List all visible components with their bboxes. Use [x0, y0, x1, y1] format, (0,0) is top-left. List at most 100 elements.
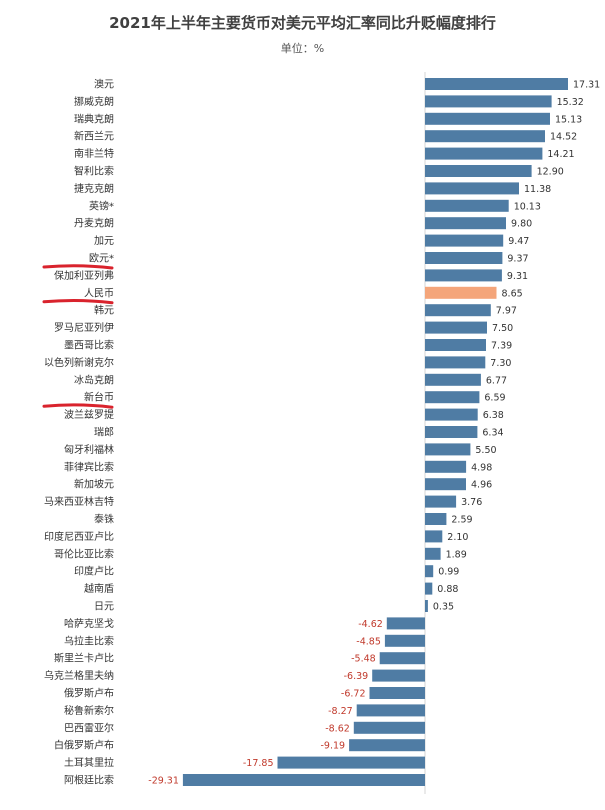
category-label: 澳元	[94, 78, 114, 91]
category-label: 瑞郎	[94, 426, 114, 439]
value-label: 1.89	[446, 549, 467, 560]
category-label: 乌克兰格里夫纳	[44, 669, 114, 682]
chart-title: 2021年上半年主要货币对美元平均汇率同比升贬幅度排行	[109, 14, 496, 32]
bar-31	[386, 617, 425, 630]
category-label: 秘鲁新索尔	[64, 704, 114, 717]
bar-34	[372, 669, 425, 682]
bar-8	[425, 217, 506, 230]
annotation-underline	[42, 264, 114, 270]
bar-32	[384, 634, 425, 647]
category-label: 哈萨克坚戈	[64, 617, 114, 630]
value-label: 4.96	[471, 480, 492, 491]
value-label: -8.27	[328, 706, 353, 717]
value-label: 15.13	[555, 114, 582, 125]
category-label: 丹麦克朗	[74, 218, 114, 230]
bar-12	[425, 286, 497, 299]
value-label: -6.39	[344, 671, 369, 682]
category-label: 阿根廷比索	[64, 774, 114, 787]
value-label: 2.10	[447, 532, 468, 543]
category-label: 韩元	[94, 304, 114, 317]
value-label: 3.76	[461, 497, 482, 508]
category-label: 菲律宾比索	[64, 460, 114, 473]
bar-22	[425, 460, 467, 473]
bar-27	[425, 547, 441, 560]
value-label: 0.88	[437, 584, 458, 595]
bar-10	[425, 252, 503, 264]
value-label: 6.59	[484, 393, 505, 404]
bar-25	[425, 513, 447, 525]
category-label: 冰岛克朗	[74, 373, 114, 386]
value-label: -9.19	[321, 741, 346, 752]
category-label: 波兰兹罗提	[64, 408, 114, 421]
bar-19	[425, 408, 478, 421]
value-label: 0.99	[438, 567, 459, 578]
bar-20	[425, 426, 478, 438]
bar-4	[425, 147, 543, 160]
value-label: 9.80	[511, 219, 532, 230]
value-label: -6.72	[341, 689, 366, 700]
bar-24	[425, 495, 457, 508]
category-label: 捷克克朗	[74, 182, 114, 195]
annotation-underline	[42, 403, 114, 409]
bar-26	[425, 530, 443, 543]
category-label: 智利比索	[74, 165, 114, 178]
category-label: 匈牙利福林	[64, 443, 114, 456]
bar-38	[349, 739, 425, 752]
value-label: 5.50	[475, 445, 496, 456]
value-label: -8.62	[325, 723, 350, 734]
chart-subtitle: 单位：%	[280, 42, 325, 55]
bar-30	[425, 600, 428, 612]
bar-33	[379, 652, 425, 665]
value-label: 6.77	[486, 375, 507, 386]
bar-1	[425, 95, 552, 108]
category-label: 巴西雷亚尔	[64, 721, 114, 734]
value-label: 11.38	[524, 184, 551, 195]
value-label: 7.39	[491, 341, 512, 352]
value-label: -4.85	[356, 636, 381, 647]
value-label: -29.31	[148, 776, 179, 787]
annotation-underline	[42, 299, 114, 305]
category-label: 英镑*	[89, 199, 114, 212]
bar-17	[425, 373, 481, 386]
bar-16	[425, 356, 486, 369]
value-label: -4.62	[358, 619, 383, 630]
bar-29	[425, 582, 433, 595]
category-label: 白俄罗斯卢布	[54, 739, 114, 752]
bar-15	[425, 339, 486, 351]
category-label: 印度卢比	[74, 565, 114, 578]
value-label: 12.90	[537, 167, 564, 178]
category-label: 斯里兰卡卢比	[54, 652, 114, 665]
bar-35	[369, 687, 425, 699]
bar-40	[182, 774, 425, 786]
value-label: 8.65	[502, 288, 523, 299]
value-label: 7.50	[492, 323, 513, 334]
category-label: 新加坡元	[74, 478, 114, 491]
value-label: 7.30	[490, 358, 511, 369]
value-label: 9.47	[508, 236, 529, 247]
category-label: 挪威克朗	[74, 95, 114, 108]
bar-6	[425, 182, 519, 195]
category-label: 欧元*	[89, 253, 114, 265]
value-label: 9.31	[507, 271, 528, 282]
bar-2	[425, 112, 550, 125]
category-label: 乌拉圭比索	[64, 634, 114, 647]
bar-7	[425, 199, 509, 212]
category-label: 瑞典克朗	[74, 112, 114, 125]
category-label: 人民币	[84, 287, 114, 299]
value-label: -5.48	[351, 654, 376, 665]
bar-28	[425, 565, 434, 578]
category-label: 保加利亚列弗	[54, 269, 114, 282]
bar-21	[425, 443, 471, 456]
bar-23	[425, 478, 466, 491]
category-label: 加元	[94, 235, 114, 247]
value-label: 10.13	[514, 201, 541, 212]
value-label: 15.32	[557, 97, 584, 108]
bar-14	[425, 321, 487, 334]
category-label: 南非兰特	[74, 147, 114, 160]
category-label: 墨西哥比索	[64, 339, 114, 352]
value-label: 9.37	[507, 254, 528, 265]
value-label: 14.21	[547, 149, 574, 160]
category-label: 越南盾	[84, 582, 114, 595]
value-label: -17.85	[243, 758, 274, 769]
value-label: 17.31	[573, 80, 600, 91]
